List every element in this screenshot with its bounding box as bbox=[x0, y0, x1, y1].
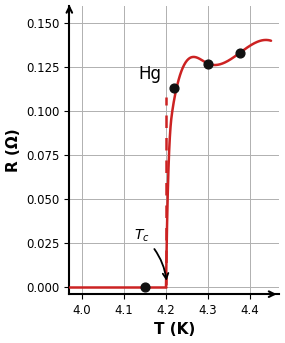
Text: Hg: Hg bbox=[139, 66, 162, 83]
Point bbox=[206, 61, 210, 67]
Y-axis label: R (Ω): R (Ω) bbox=[5, 128, 21, 172]
Point bbox=[237, 50, 242, 56]
Point bbox=[143, 284, 147, 290]
Point bbox=[172, 85, 177, 91]
Text: $T_c$: $T_c$ bbox=[135, 228, 168, 279]
X-axis label: T (K): T (K) bbox=[154, 322, 195, 338]
